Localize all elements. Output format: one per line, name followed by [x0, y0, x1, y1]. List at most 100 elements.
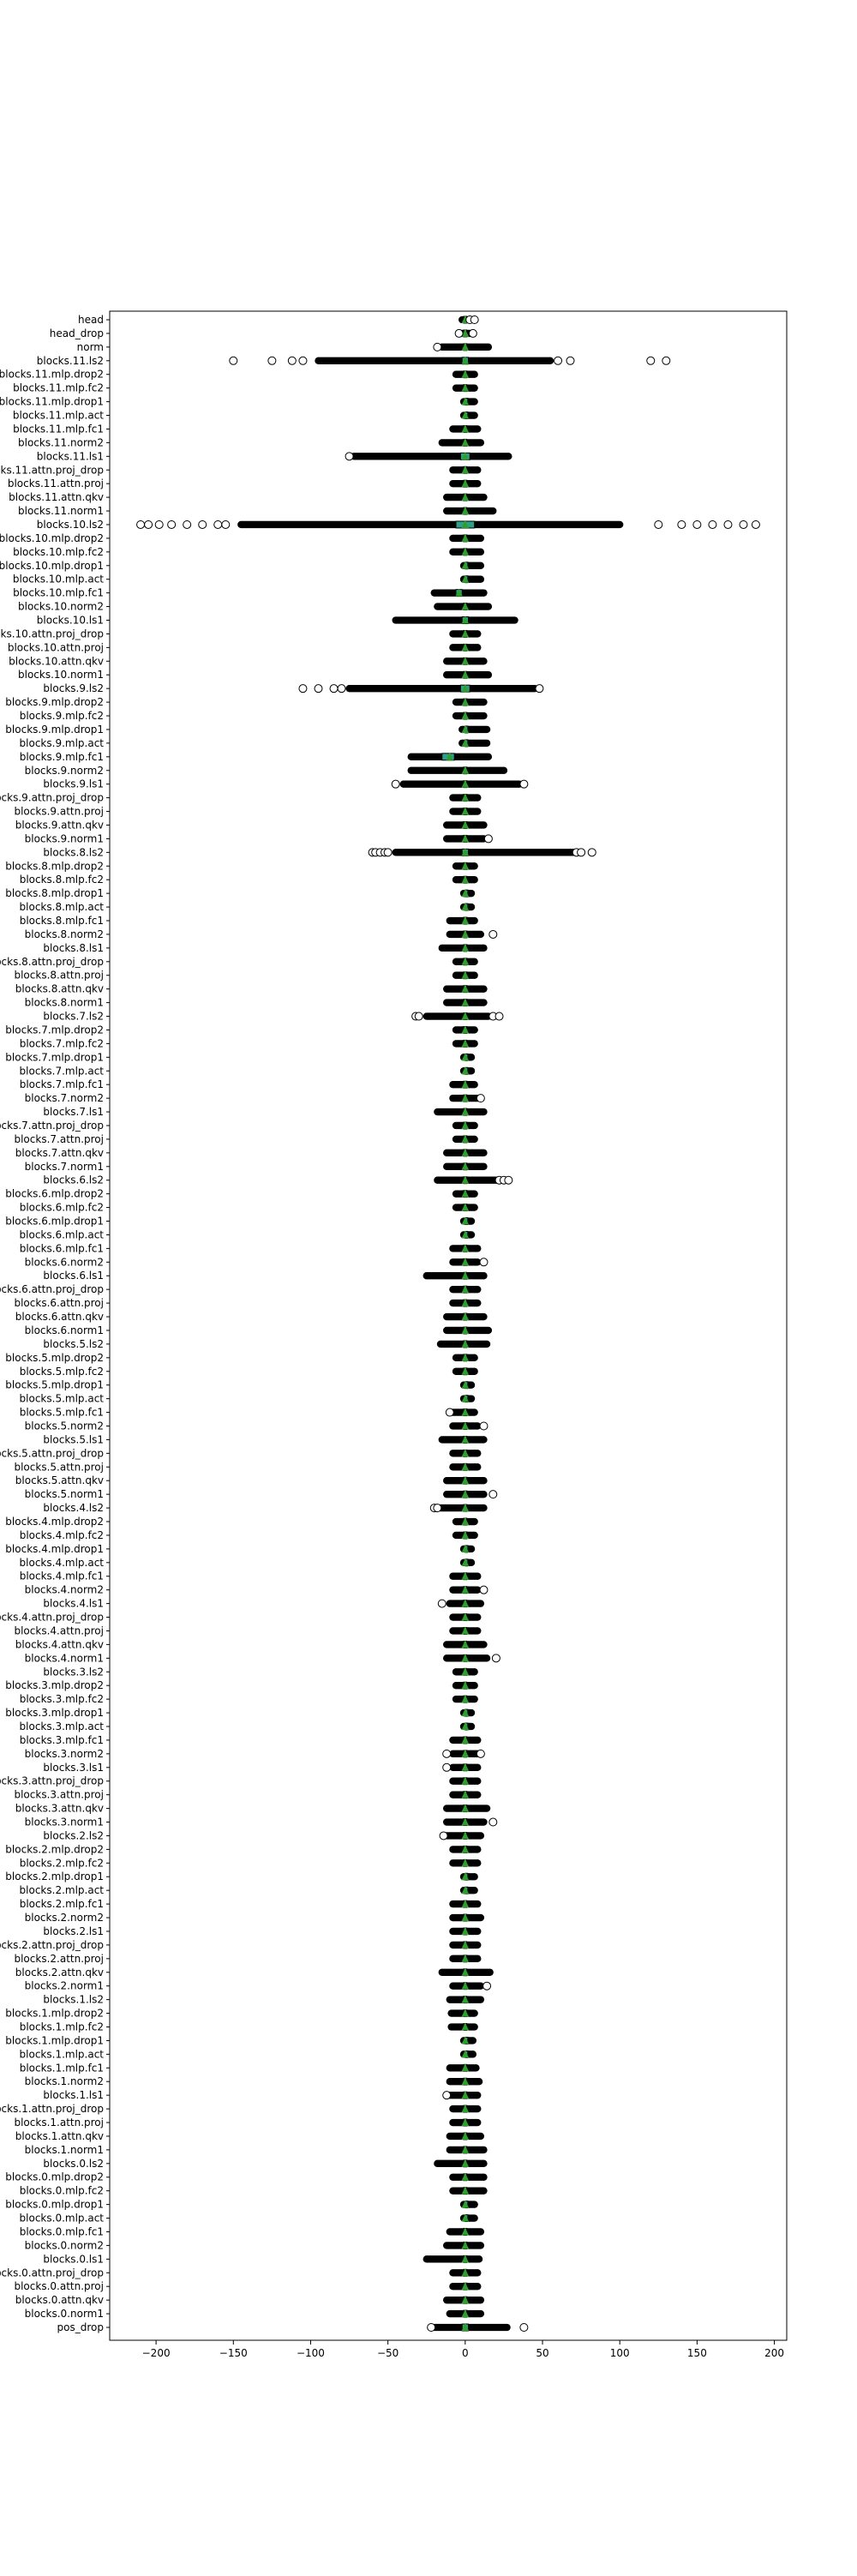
mean-marker: [461, 1996, 470, 2003]
mean-marker: [461, 916, 470, 925]
mean-marker: [461, 1066, 470, 1075]
box-group: [459, 411, 478, 420]
mean-marker: [461, 438, 470, 447]
mean-marker: [461, 1435, 470, 1444]
y-tick-label: blocks.11.attn.qkv: [9, 491, 104, 503]
box-group: [452, 1039, 478, 1048]
mean-marker: [461, 1913, 470, 1922]
box-group: [443, 657, 488, 665]
y-tick-label: blocks.0.attn.proj_drop: [0, 2267, 104, 2279]
y-tick-label: blocks.5.attn.qkv: [15, 1474, 104, 1486]
box-group: [443, 2241, 485, 2249]
box-group: [449, 1981, 492, 1991]
mean-marker: [461, 684, 470, 693]
outlier-point: [391, 779, 400, 789]
y-tick-label: blocks.3.norm1: [25, 1816, 104, 1828]
outlier-point: [144, 519, 153, 529]
mean-marker: [461, 2255, 470, 2263]
plot-area: [136, 315, 760, 2332]
box-group: [449, 534, 485, 543]
y-tick-label: blocks.0.ls1: [43, 2253, 104, 2265]
box-group: [449, 1080, 478, 1089]
outlier-point: [677, 519, 686, 529]
y-tick-label: blocks.5.mlp.act: [20, 1393, 105, 1405]
y-tick-label: blocks.10.ls1: [37, 615, 104, 627]
outlier-point: [329, 684, 339, 694]
mean-marker: [461, 2063, 470, 2072]
y-tick-label: blocks.4.mlp.drop2: [5, 1516, 104, 1528]
mean-marker: [461, 1285, 470, 1294]
box-group: [407, 753, 493, 761]
mean-marker: [461, 1395, 470, 1402]
box-group: [449, 1299, 482, 1307]
box-group: [442, 1749, 485, 1758]
mean-marker: [461, 1012, 470, 1020]
outlier-point: [494, 1012, 504, 1021]
box-group: [449, 1449, 482, 1457]
box-group: [446, 2077, 483, 2086]
y-tick-label: blocks.9.mlp.act: [20, 737, 105, 749]
mean-marker: [461, 2050, 470, 2058]
box-group: [443, 985, 488, 994]
y-tick-label: blocks.2.ls1: [43, 1925, 104, 1937]
box-group: [443, 1640, 488, 1648]
box-group: [449, 479, 482, 488]
box-group: [449, 807, 482, 816]
axes-frame: [109, 310, 788, 2341]
box-group: [459, 397, 478, 406]
mean-marker: [461, 2146, 470, 2153]
mean-marker: [461, 1135, 470, 1143]
outlier-point: [442, 1749, 452, 1758]
mean-marker: [461, 357, 470, 364]
box-group: [459, 903, 476, 911]
y-tick-label: blocks.5.mlp.drop2: [5, 1352, 104, 1364]
x-tick-label: 150: [687, 2347, 707, 2359]
mean-marker: [461, 1381, 470, 1389]
mean-marker: [461, 794, 470, 802]
y-tick-label: blocks.9.attn.qkv: [15, 819, 104, 831]
y-tick-label: blocks.5.norm2: [25, 1420, 104, 1432]
y-tick-label: blocks.6.attn.qkv: [15, 1311, 104, 1323]
y-tick-label: blocks.6.norm1: [25, 1324, 104, 1336]
box-group: [391, 779, 529, 789]
box-group: [459, 1053, 476, 1061]
box-group: [449, 2268, 482, 2277]
box-group: [407, 766, 508, 775]
mean-marker: [461, 1858, 470, 1867]
mean-marker: [461, 1955, 470, 1962]
box-group: [443, 1326, 493, 1335]
y-tick-label: blocks.1.mlp.act: [20, 2048, 105, 2060]
outlier-point: [267, 356, 277, 365]
outlier-point: [433, 1504, 442, 1513]
box-group: [438, 438, 485, 447]
outlier-point: [136, 519, 146, 529]
box-group: [438, 1968, 494, 1977]
box-group: [446, 916, 478, 925]
box-group: [458, 725, 491, 734]
y-tick-label: blocks.10.attn.proj: [8, 641, 104, 653]
box-group: [449, 1585, 488, 1594]
mean-marker: [461, 875, 470, 884]
y-tick-label: blocks.1.attn.qkv: [15, 2130, 104, 2142]
mean-marker: [461, 1763, 470, 1771]
mean-marker: [461, 1900, 470, 1908]
y-tick-label: blocks.7.mlp.fc2: [20, 1037, 104, 1049]
box-group: [452, 1190, 478, 1198]
box-group: [449, 465, 482, 474]
y-tick-label: blocks.2.ls2: [43, 1829, 104, 1841]
y-tick-label: blocks.6.ls2: [43, 1174, 104, 1186]
mean-marker: [461, 848, 470, 856]
outlier-point: [692, 519, 702, 529]
box-group: [452, 875, 478, 884]
box-group: [446, 2146, 488, 2154]
y-tick-label: blocks.7.mlp.drop1: [5, 1051, 104, 1063]
mean-marker: [461, 2187, 470, 2195]
mean-marker: [461, 2213, 470, 2222]
y-tick-label: blocks.9.ls1: [43, 778, 104, 790]
mean-marker: [461, 1667, 470, 1676]
mean-marker: [461, 1149, 470, 1156]
mean-marker: [461, 1612, 470, 1621]
y-tick-label: blocks.6.ls1: [43, 1270, 104, 1282]
mean-marker: [461, 930, 470, 938]
outlier-point: [383, 848, 393, 857]
